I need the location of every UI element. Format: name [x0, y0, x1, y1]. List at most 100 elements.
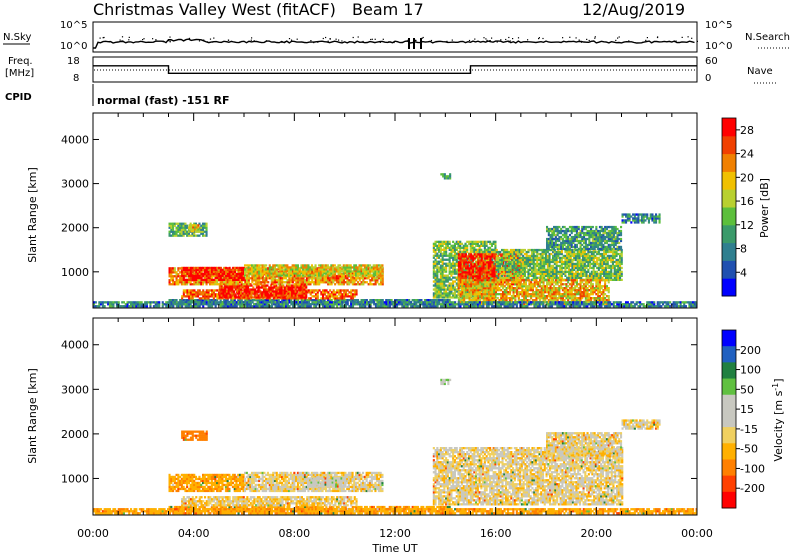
range-gate-cell: [450, 275, 452, 277]
range-gate-cell: [169, 275, 171, 277]
range-gate-cell: [279, 296, 281, 298]
range-gate-cell: [452, 255, 454, 257]
range-gate-cell: [593, 259, 595, 261]
range-gate-cell: [279, 270, 281, 272]
range-gate-cell: [463, 253, 465, 255]
range-gate-cell: [489, 241, 491, 243]
range-gate-cell: [190, 271, 192, 273]
range-gate-cell: [261, 286, 263, 288]
range-gate-cell: [517, 273, 519, 275]
range-gate-cell: [529, 249, 531, 251]
range-gate-cell: [195, 283, 197, 285]
range-gate-cell: [497, 265, 499, 267]
range-gate-cell: [454, 245, 456, 247]
range-gate-cell: [248, 270, 250, 272]
range-gate-cell: [454, 249, 456, 251]
range-gate-cell: [443, 269, 445, 271]
range-gate-cell: [336, 297, 338, 299]
range-gate-cell: [258, 296, 260, 298]
range-gate-cell: [359, 270, 361, 272]
range-gate-cell: [327, 266, 329, 268]
nsearch-dot: [394, 42, 395, 43]
nsearch-dot: [353, 37, 354, 38]
nsearch-dot: [527, 39, 528, 40]
range-gate-cell: [239, 275, 241, 277]
nsearch-dot: [542, 38, 543, 39]
range-gate-cell: [375, 279, 377, 281]
range-gate-cell: [484, 261, 486, 263]
range-gate-cell: [517, 251, 519, 253]
nsearch-dot: [363, 41, 364, 42]
range-gate-cell: [486, 271, 488, 273]
range-gate-cell: [258, 274, 260, 276]
range-gate-cell: [279, 272, 281, 274]
range-gate-cell: [265, 270, 267, 272]
range-gate-cell: [194, 226, 196, 228]
range-gate-cell: [209, 275, 211, 277]
range-gate-cell: [176, 281, 178, 283]
range-gate-cell: [295, 268, 297, 270]
range-gate-cell: [248, 279, 250, 281]
range-gate-cell: [452, 261, 454, 263]
range-gate-cell: [213, 295, 215, 297]
range-gate-cell: [568, 253, 570, 255]
range-gate-cell: [225, 275, 227, 277]
range-gate-cell: [529, 257, 531, 259]
range-gate-cell: [499, 263, 501, 265]
range-gate-cell: [477, 259, 479, 261]
range-gate-cell: [477, 267, 479, 269]
range-gate-cell: [343, 279, 345, 281]
range-gate-cell: [208, 275, 210, 277]
range-gate-cell: [369, 272, 371, 274]
range-gate-cell: [322, 289, 324, 291]
range-gate-cell: [302, 268, 304, 270]
range-gate-cell: [499, 275, 501, 277]
range-gate-cell: [357, 283, 359, 285]
range-gate-cell: [481, 271, 483, 273]
range-gate-cell: [519, 275, 521, 277]
range-gate-cell: [317, 289, 319, 291]
range-gate-cell: [429, 299, 431, 301]
range-gate-cell: [303, 294, 305, 296]
range-gate-cell: [589, 277, 591, 279]
range-gate-cell: [324, 293, 326, 295]
range-gate-cell: [197, 277, 199, 279]
range-gate-cell: [251, 290, 253, 292]
range-gate-cell: [586, 265, 588, 267]
range-gate-cell: [447, 177, 449, 179]
range-gate-cell: [236, 277, 238, 279]
range-gate-cell: [469, 277, 471, 279]
range-gate-cell: [302, 277, 304, 279]
range-gate-cell: [293, 270, 295, 272]
range-gate-cell: [481, 263, 483, 265]
range-gate-cell: [563, 263, 565, 265]
range-gate-cell: [281, 272, 283, 274]
range-gate-cell: [172, 279, 174, 281]
range-gate-cell: [276, 272, 278, 274]
range-gate-cell: [346, 277, 348, 279]
range-gate-cell: [238, 290, 240, 292]
range-gate-cell: [223, 281, 225, 283]
range-gate-cell: [318, 277, 320, 279]
range-gate-cell: [228, 286, 230, 288]
range-gate-cell: [172, 229, 174, 231]
range-gate-cell: [477, 253, 479, 255]
range-gate-cell: [302, 290, 304, 292]
range-gate-cell: [520, 253, 522, 255]
nsearch-dot: [628, 40, 629, 41]
range-gate-cell: [362, 279, 364, 281]
cpid-text: normal (fast) -151 RF: [97, 94, 230, 107]
range-gate-cell: [256, 268, 258, 270]
range-gate-cell: [406, 299, 408, 301]
range-gate-cell: [289, 286, 291, 288]
range-gate-cell: [589, 273, 591, 275]
range-gate-cell: [199, 293, 201, 295]
range-gate-cell: [477, 269, 479, 271]
range-gate-cell: [201, 277, 203, 279]
range-gate-cell: [307, 270, 309, 272]
range-gate-cell: [311, 266, 313, 268]
range-gate-cell: [554, 277, 556, 279]
range-gate-cell: [575, 277, 577, 279]
range-gate-cell: [543, 253, 545, 255]
range-gate-cell: [549, 261, 551, 263]
